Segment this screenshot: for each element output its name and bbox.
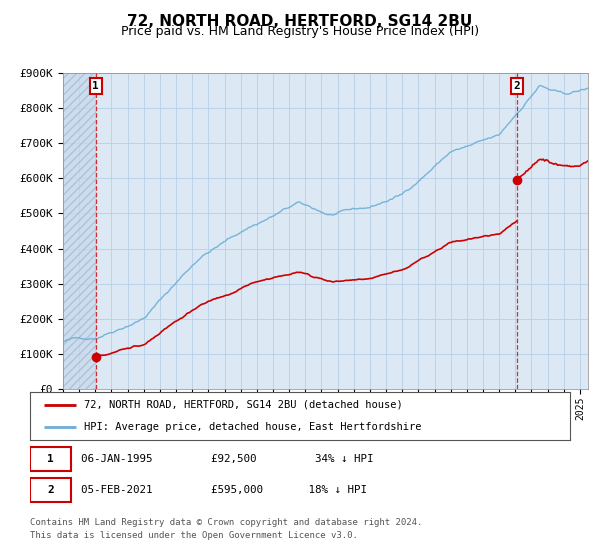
- Text: 1: 1: [92, 81, 99, 91]
- Text: This data is licensed under the Open Government Licence v3.0.: This data is licensed under the Open Gov…: [30, 531, 358, 540]
- Text: 05-FEB-2021         £595,000       18% ↓ HPI: 05-FEB-2021 £595,000 18% ↓ HPI: [82, 485, 367, 495]
- Bar: [63, 73, 96, 389]
- Text: 1: 1: [47, 454, 53, 464]
- FancyBboxPatch shape: [30, 447, 71, 472]
- Text: 2: 2: [47, 485, 53, 495]
- Text: HPI: Average price, detached house, East Hertfordshire: HPI: Average price, detached house, East…: [84, 422, 421, 432]
- Text: 2: 2: [514, 81, 520, 91]
- FancyBboxPatch shape: [30, 478, 71, 502]
- Text: 72, NORTH ROAD, HERTFORD, SG14 2BU: 72, NORTH ROAD, HERTFORD, SG14 2BU: [127, 14, 473, 29]
- Text: 72, NORTH ROAD, HERTFORD, SG14 2BU (detached house): 72, NORTH ROAD, HERTFORD, SG14 2BU (deta…: [84, 400, 403, 410]
- Text: Price paid vs. HM Land Registry's House Price Index (HPI): Price paid vs. HM Land Registry's House …: [121, 25, 479, 38]
- Text: 06-JAN-1995         £92,500         34% ↓ HPI: 06-JAN-1995 £92,500 34% ↓ HPI: [82, 454, 374, 464]
- Text: Contains HM Land Registry data © Crown copyright and database right 2024.: Contains HM Land Registry data © Crown c…: [30, 519, 422, 528]
